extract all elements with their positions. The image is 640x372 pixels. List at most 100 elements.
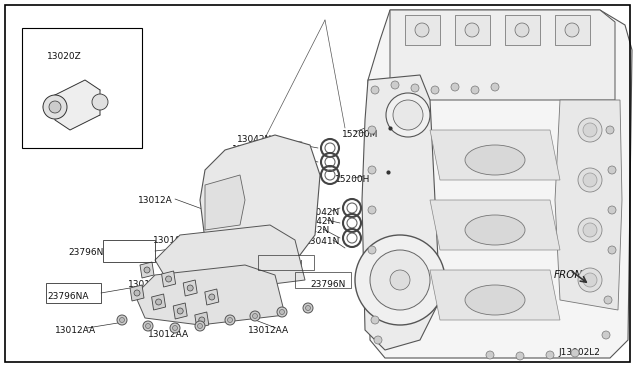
Circle shape (608, 206, 616, 214)
Circle shape (371, 316, 379, 324)
Circle shape (583, 123, 597, 137)
Text: 13020Z: 13020Z (47, 52, 82, 61)
Circle shape (177, 308, 183, 314)
Circle shape (602, 331, 610, 339)
Polygon shape (505, 15, 540, 45)
Polygon shape (368, 10, 632, 358)
Circle shape (305, 305, 310, 311)
Polygon shape (55, 80, 100, 130)
Text: 13042N: 13042N (227, 155, 262, 164)
Circle shape (303, 303, 313, 313)
Polygon shape (430, 200, 560, 250)
Text: 13042N: 13042N (305, 208, 340, 217)
Circle shape (604, 296, 612, 304)
Circle shape (368, 126, 376, 134)
Circle shape (451, 83, 459, 91)
Circle shape (578, 218, 602, 242)
Circle shape (120, 317, 125, 323)
Polygon shape (205, 289, 219, 305)
Text: 15200M: 15200M (342, 130, 378, 139)
Circle shape (250, 311, 260, 321)
Circle shape (516, 352, 524, 360)
Bar (258, 255, 314, 270)
Circle shape (465, 23, 479, 37)
Circle shape (583, 223, 597, 237)
Polygon shape (200, 135, 320, 265)
Text: 13042N: 13042N (295, 226, 330, 235)
Circle shape (578, 268, 602, 292)
Bar (295, 272, 351, 288)
Circle shape (608, 166, 616, 174)
Text: 13010H: 13010H (153, 236, 189, 245)
Circle shape (173, 326, 177, 330)
Circle shape (371, 86, 379, 94)
Polygon shape (405, 15, 440, 45)
Circle shape (170, 323, 180, 333)
Polygon shape (130, 285, 144, 301)
Text: 13012A: 13012A (138, 196, 173, 205)
Circle shape (390, 270, 410, 290)
Polygon shape (555, 100, 622, 310)
Circle shape (431, 86, 439, 94)
Polygon shape (430, 130, 560, 180)
Circle shape (43, 95, 67, 119)
Circle shape (253, 314, 257, 318)
Text: 13042N: 13042N (232, 145, 268, 154)
Circle shape (571, 349, 579, 357)
Text: 23796N: 23796N (68, 248, 104, 257)
Circle shape (546, 351, 554, 359)
Ellipse shape (465, 285, 525, 315)
Circle shape (608, 246, 616, 254)
Polygon shape (455, 15, 490, 45)
Text: 13041N: 13041N (305, 237, 340, 246)
Polygon shape (555, 15, 590, 45)
Circle shape (583, 273, 597, 287)
Circle shape (374, 336, 382, 344)
Polygon shape (135, 265, 285, 325)
Circle shape (386, 93, 430, 137)
Text: 13010H: 13010H (268, 260, 303, 269)
Circle shape (578, 168, 602, 192)
Bar (22, 28, 142, 148)
Circle shape (578, 118, 602, 142)
Polygon shape (390, 10, 615, 100)
Circle shape (391, 81, 399, 89)
Circle shape (370, 250, 430, 310)
Polygon shape (173, 303, 187, 319)
Circle shape (368, 246, 376, 254)
Ellipse shape (465, 145, 525, 175)
Circle shape (486, 351, 494, 359)
Text: 13042N: 13042N (237, 135, 272, 144)
Polygon shape (195, 312, 209, 328)
Text: J13002L2: J13002L2 (558, 348, 600, 357)
Polygon shape (152, 294, 166, 310)
Circle shape (565, 23, 579, 37)
Circle shape (411, 84, 419, 92)
Text: 13042N: 13042N (300, 217, 335, 226)
Text: 13010HA: 13010HA (128, 280, 170, 289)
Polygon shape (161, 271, 175, 287)
Circle shape (583, 173, 597, 187)
Circle shape (515, 23, 529, 37)
Text: 15200H: 15200H (335, 175, 371, 184)
Circle shape (280, 310, 285, 314)
Circle shape (195, 321, 205, 331)
Circle shape (166, 276, 172, 282)
Circle shape (187, 285, 193, 291)
Bar (46, 283, 101, 303)
Circle shape (49, 101, 61, 113)
Circle shape (209, 294, 215, 300)
Circle shape (277, 307, 287, 317)
Ellipse shape (465, 215, 525, 245)
Circle shape (606, 126, 614, 134)
Circle shape (393, 100, 423, 130)
Circle shape (227, 317, 232, 323)
Text: 13012AA: 13012AA (148, 330, 189, 339)
Polygon shape (362, 75, 440, 350)
Polygon shape (430, 270, 560, 320)
Circle shape (156, 299, 161, 305)
Circle shape (144, 267, 150, 273)
Circle shape (143, 321, 153, 331)
Circle shape (368, 166, 376, 174)
Text: 13012AA: 13012AA (55, 326, 96, 335)
